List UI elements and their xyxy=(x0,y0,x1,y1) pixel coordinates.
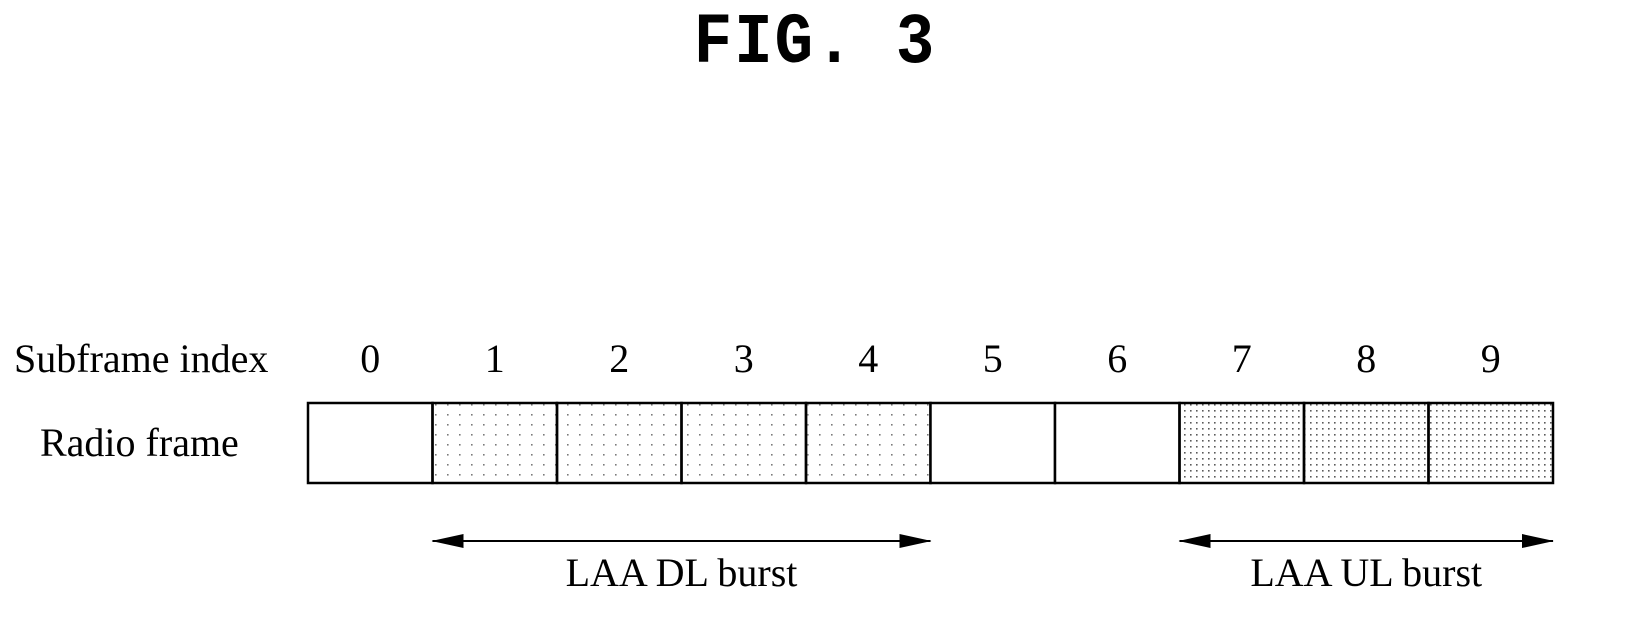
subframe-index-9: 9 xyxy=(1481,336,1501,381)
subframe-cell-6 xyxy=(1055,403,1180,483)
subframe-index-6: 6 xyxy=(1107,336,1127,381)
subframe-cell-7 xyxy=(1180,403,1305,483)
subframe-index-0: 0 xyxy=(360,336,380,381)
subframe-index-8: 8 xyxy=(1356,336,1376,381)
burst-annotations: LAA DL burst LAA UL burst xyxy=(433,541,1554,595)
subframe-index-2: 2 xyxy=(609,336,629,381)
subframe-cell-3 xyxy=(682,403,807,483)
subframe-cell-9 xyxy=(1429,403,1554,483)
subframe-index-7: 7 xyxy=(1232,336,1252,381)
subframe-cell-0 xyxy=(308,403,433,483)
subframe-cell-5 xyxy=(931,403,1056,483)
subframe-index-4: 4 xyxy=(858,336,878,381)
subframe-cell-2 xyxy=(557,403,682,483)
subframe-index-3: 3 xyxy=(734,336,754,381)
subframe-index-1: 1 xyxy=(485,336,505,381)
subframe-index-labels: 0 1 2 3 4 5 6 7 8 9 xyxy=(360,336,1501,381)
burst-label-0: LAA DL burst xyxy=(566,550,798,595)
subframe-cell-1 xyxy=(433,403,558,483)
subframe-index-label: Subframe index xyxy=(14,336,268,381)
subframe-cell-8 xyxy=(1304,403,1429,483)
subframe-index-5: 5 xyxy=(983,336,1003,381)
burst-label-1: LAA UL burst xyxy=(1250,550,1482,595)
radio-frame-label: Radio frame xyxy=(40,420,239,465)
subframe-cell-4 xyxy=(806,403,931,483)
radio-frame-cells xyxy=(308,403,1553,483)
